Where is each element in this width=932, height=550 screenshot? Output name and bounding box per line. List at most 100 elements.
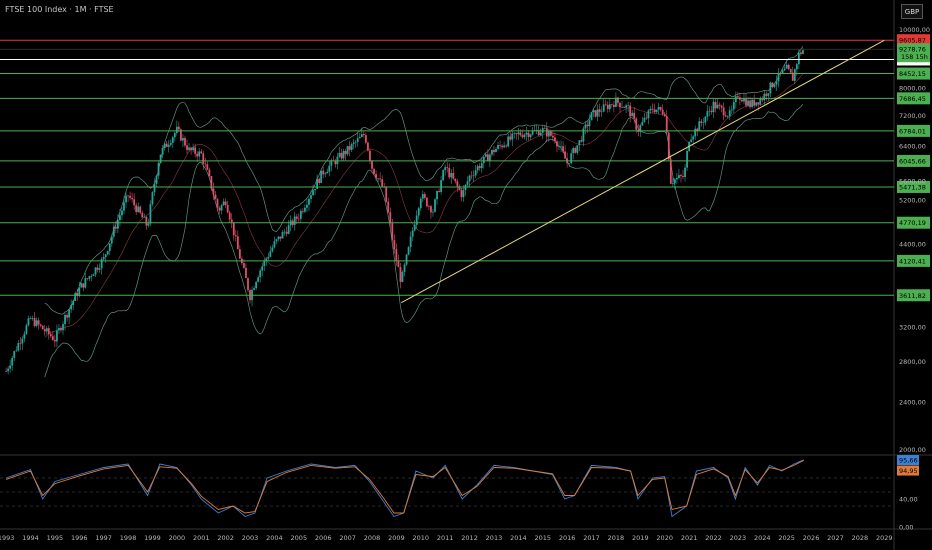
candle — [84, 272, 87, 289]
candle — [491, 149, 493, 157]
candle-body — [545, 128, 548, 137]
candle-body — [232, 222, 235, 236]
candle-body — [507, 136, 510, 147]
candle-body — [33, 317, 36, 326]
candle — [49, 331, 52, 338]
candle-body — [802, 50, 804, 54]
candle-body — [759, 98, 762, 105]
candle — [5, 367, 7, 372]
candle — [64, 313, 66, 331]
candle — [417, 206, 420, 220]
candle-body — [279, 236, 282, 239]
candle-body — [576, 145, 579, 153]
candle-body — [495, 148, 497, 153]
candle — [728, 106, 731, 121]
candle-body — [395, 249, 398, 262]
candle — [220, 203, 223, 215]
candle — [66, 312, 68, 322]
candle-body — [594, 110, 597, 117]
candle — [724, 111, 727, 118]
candle — [503, 141, 506, 149]
level-price-label: 3611,82 — [899, 292, 926, 300]
candle-body — [649, 108, 652, 111]
candle — [332, 155, 335, 162]
candle-body — [763, 93, 766, 101]
candle — [661, 104, 664, 116]
candle-body — [755, 102, 758, 106]
candle-body — [710, 110, 713, 113]
candle — [96, 264, 99, 273]
candle-body — [428, 206, 430, 207]
candle-body — [643, 117, 646, 122]
year-tick-label: 2027 — [827, 534, 844, 542]
candle — [31, 315, 34, 321]
candle-body — [82, 283, 85, 288]
candle-body — [641, 121, 644, 126]
candle-body — [724, 115, 727, 117]
candle — [267, 252, 270, 262]
candle-body — [667, 132, 670, 160]
candle — [523, 133, 526, 140]
candle — [604, 99, 607, 107]
candle — [277, 236, 280, 242]
candle-body — [600, 111, 603, 113]
candle — [379, 172, 382, 183]
level-price-label: 8452,15 — [899, 70, 926, 78]
candle-body — [78, 287, 81, 296]
candle — [466, 176, 469, 188]
candle-body — [716, 104, 719, 109]
candle-body — [129, 195, 131, 198]
candle-body — [706, 111, 709, 117]
candle — [389, 207, 392, 230]
currency-button[interactable]: GBP — [901, 4, 923, 19]
candle-body — [556, 141, 558, 147]
candle-body — [228, 212, 231, 220]
horizontal-levels: 9605,878921,238452,157686,456784,016045,… — [0, 34, 930, 302]
candle-body — [379, 178, 382, 180]
candle-body — [27, 318, 30, 326]
candle-body — [714, 102, 717, 109]
candle — [334, 158, 337, 168]
candle — [511, 130, 514, 147]
candle-body — [570, 153, 573, 164]
candle-body — [686, 150, 688, 168]
candle-body — [617, 97, 619, 103]
candle-body — [482, 156, 485, 164]
candle-body — [645, 117, 648, 119]
candle — [456, 179, 459, 192]
candle — [539, 128, 542, 137]
candle-body — [342, 150, 345, 159]
candle-body — [139, 206, 142, 213]
candle-body — [86, 278, 89, 279]
candle-body — [635, 118, 638, 130]
candle — [364, 132, 367, 145]
candle-body — [37, 320, 40, 325]
candle-body — [51, 336, 54, 340]
candle-body — [450, 173, 453, 178]
candle — [454, 178, 457, 184]
candle — [606, 101, 609, 113]
candle — [556, 139, 558, 153]
year-tick-label: 2024 — [754, 534, 771, 542]
candle — [135, 202, 138, 216]
year-tick-label: 1993 — [0, 534, 14, 542]
candle — [541, 124, 544, 140]
candle — [647, 109, 650, 125]
candle — [88, 275, 91, 281]
candle-body — [348, 146, 351, 150]
candle — [224, 198, 227, 208]
candle-body — [356, 138, 359, 142]
candle-body — [74, 293, 77, 301]
candle — [102, 252, 105, 261]
candle — [676, 173, 678, 185]
candle-body — [578, 140, 581, 146]
candle — [94, 266, 97, 278]
level-price-tag — [897, 92, 930, 105]
candle — [17, 339, 20, 352]
year-tick-label: 2001 — [193, 534, 210, 542]
candle-body — [125, 195, 127, 203]
candle — [9, 359, 12, 373]
candle-body — [732, 102, 735, 110]
candle-body — [393, 240, 396, 250]
